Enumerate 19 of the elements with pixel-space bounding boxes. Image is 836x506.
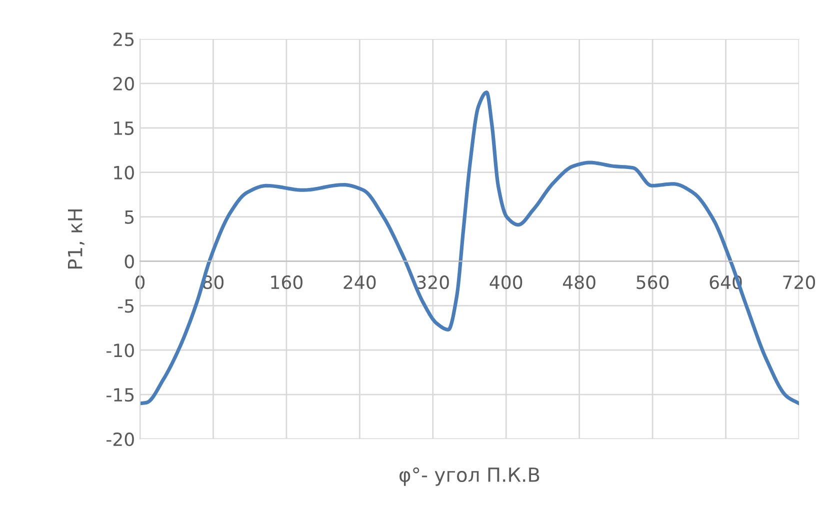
x-tick-label: 560 bbox=[636, 275, 669, 290]
y-tick-label: -10 bbox=[106, 344, 134, 358]
x-tick-label: 480 bbox=[562, 275, 596, 290]
y-tick-label: 25 bbox=[113, 32, 134, 46]
y-tick-label: -15 bbox=[106, 388, 134, 402]
x-tick-label: 720 bbox=[783, 275, 816, 290]
x-axis-title: φ°- угол П.К.В bbox=[400, 467, 540, 486]
y-tick-label: 15 bbox=[114, 122, 134, 136]
y-tick-label: 0 bbox=[124, 254, 134, 268]
x-tick-label: 400 bbox=[490, 275, 522, 290]
y-tick-label: 20 bbox=[113, 76, 134, 91]
y-tick-label: 5 bbox=[125, 210, 134, 224]
x-tick-label: 320 bbox=[417, 275, 449, 290]
y-axis-title: P1, кН bbox=[68, 209, 84, 269]
x-tick-label: 240 bbox=[344, 275, 376, 290]
y-tick-label: -5 bbox=[118, 299, 134, 313]
y-tick-label: 10 bbox=[114, 166, 134, 180]
x-tick-label: 160 bbox=[271, 275, 302, 290]
y-tick-label: -20 bbox=[106, 432, 134, 446]
